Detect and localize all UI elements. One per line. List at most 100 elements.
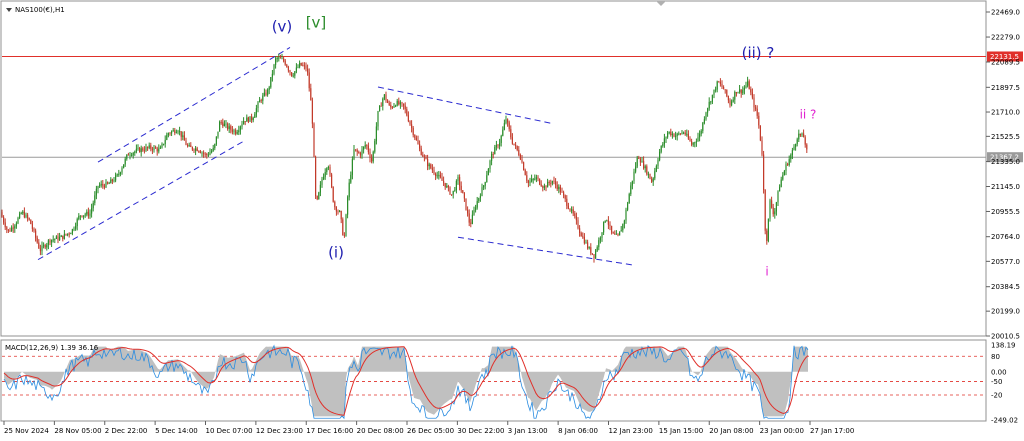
- candle-body: [446, 185, 448, 188]
- candle-body: [625, 209, 627, 221]
- candle-body: [793, 146, 795, 151]
- candle-body: [561, 191, 563, 193]
- candle-body: [70, 233, 72, 235]
- candle-body: [689, 138, 691, 142]
- candle-body: [195, 148, 197, 151]
- macd-line: [3, 344, 809, 420]
- candle-body: [356, 149, 358, 152]
- candle-body: [38, 242, 40, 249]
- candle-body: [479, 195, 481, 199]
- candle-body: [419, 144, 421, 149]
- candle-body: [451, 194, 453, 196]
- candle-body: [262, 95, 264, 101]
- candle-body: [756, 108, 758, 116]
- candle-body: [647, 173, 649, 175]
- candle-body: [540, 184, 542, 187]
- candle-body: [105, 182, 107, 188]
- candle-body: [804, 137, 806, 145]
- candle-body: [415, 137, 417, 140]
- candle-body: [190, 145, 192, 148]
- symbol-dropdown-icon[interactable]: [6, 8, 12, 12]
- candle-body: [62, 235, 64, 239]
- candle-body: [723, 87, 725, 90]
- candle-body: [796, 139, 798, 144]
- candle-body: [142, 148, 144, 151]
- candle-body: [732, 99, 734, 102]
- candle-body: [409, 121, 411, 125]
- candle-body: [1, 212, 3, 218]
- candle-body: [331, 174, 333, 187]
- candle-body: [131, 155, 133, 157]
- candle-body: [588, 247, 590, 249]
- candle-body: [531, 179, 533, 182]
- candle-body: [153, 147, 155, 151]
- candle-body: [345, 214, 347, 236]
- candle-body: [414, 134, 416, 138]
- candle-body: [353, 149, 355, 160]
- candle-body: [310, 88, 312, 101]
- candle-body: [33, 228, 35, 231]
- candle-body: [244, 121, 246, 122]
- candle-body: [593, 254, 595, 259]
- candle-body: [211, 150, 213, 153]
- candle-body: [785, 164, 787, 171]
- candle-body: [569, 208, 571, 211]
- candle-body: [470, 222, 472, 224]
- candle-body: [51, 239, 53, 243]
- wave-label-1: (v): [272, 18, 293, 36]
- candle-body: [483, 185, 485, 188]
- candle-body: [294, 71, 296, 76]
- candle-body: [100, 184, 102, 186]
- candle-body: [703, 119, 705, 123]
- candle-body: [83, 215, 85, 217]
- symbol-label: NAS100(€),H1: [15, 6, 65, 14]
- candle-body: [801, 133, 803, 136]
- candle-body: [779, 187, 781, 192]
- candle-body: [532, 178, 534, 180]
- x-tick-label: 3 Jan 13:00: [508, 427, 548, 435]
- candle-body: [803, 133, 805, 138]
- resistance-price-tag: [987, 51, 1023, 62]
- candle-body: [423, 156, 425, 158]
- candle-body: [694, 142, 696, 144]
- candle-body: [718, 81, 720, 83]
- candle-body: [358, 151, 360, 154]
- candle-body: [662, 144, 664, 146]
- candle-body: [692, 143, 694, 145]
- candle-body: [359, 153, 361, 156]
- candle-body: [324, 172, 326, 177]
- scroll-marker-icon[interactable]: [656, 1, 666, 6]
- candle-body: [23, 211, 25, 218]
- candle-body: [278, 57, 280, 59]
- x-tick-label: 20 Jan 08:00: [709, 427, 753, 435]
- candle-body: [611, 225, 613, 233]
- candle-body: [695, 141, 697, 143]
- candle-body: [177, 131, 179, 133]
- candle-body: [398, 100, 400, 105]
- y-tick-label: 20199.0: [991, 308, 1020, 316]
- candle-body: [524, 170, 526, 176]
- macd-axis-label: -249.02: [991, 417, 1018, 425]
- candle-body: [463, 193, 465, 199]
- candle-body: [499, 142, 501, 147]
- candle-body: [318, 192, 320, 200]
- candle-body: [582, 236, 584, 238]
- candle-body: [564, 195, 566, 199]
- candle-body: [620, 230, 622, 232]
- candle-body: [454, 190, 456, 191]
- candle-body: [497, 145, 499, 147]
- x-tick-label: 12 Jan 23:00: [609, 427, 653, 435]
- candle-body: [47, 240, 49, 245]
- candle-body: [799, 133, 801, 136]
- channel-line-1[interactable]: [97, 47, 291, 163]
- candle-body: [455, 180, 457, 191]
- candle-body: [660, 145, 662, 152]
- candle-body: [95, 188, 97, 196]
- candle-body: [753, 97, 755, 108]
- candle-body: [465, 198, 467, 210]
- candle-body: [118, 174, 120, 175]
- candle-body: [289, 70, 291, 73]
- candle-body: [411, 124, 413, 128]
- candle-body: [508, 122, 510, 130]
